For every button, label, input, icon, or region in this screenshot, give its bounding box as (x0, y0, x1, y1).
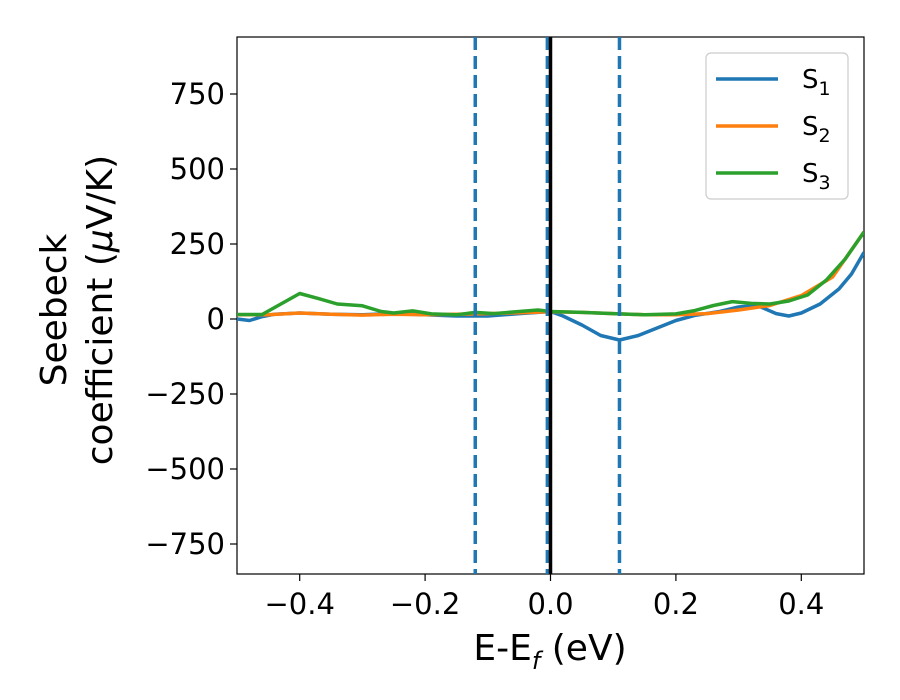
y-axis-label-mu: μ (80, 229, 121, 253)
y-axis-label-line2: coefficient (μV/K) (80, 155, 121, 465)
legend-label-S2: S2 (802, 112, 831, 147)
y-ticks: 750 500 250 0 −250 −500 −750 (145, 77, 237, 561)
x-tick-label: 0.0 (527, 587, 573, 621)
series-line-S3 (237, 231, 864, 317)
x-ticks: −0.4 −0.2 0.0 0.2 0.4 (264, 574, 824, 621)
y-tick-label: −750 (145, 527, 225, 561)
legend-items: S1 S2 S3 (716, 65, 831, 194)
x-axis-label: E-Ef (eV) (473, 628, 626, 675)
y-tick-label: −500 (145, 452, 225, 486)
legend-label-S1: S1 (802, 65, 831, 100)
y-axis-label: Seebeck coefficient (μV/K) (34, 155, 121, 465)
y-tick-label: 0 (207, 302, 225, 336)
y-axis-label-suffix: V/K) (80, 155, 121, 229)
y-tick-label: 500 (170, 152, 225, 186)
y-tick-label: −250 (145, 377, 225, 411)
vertical-lines (473, 37, 622, 574)
x-tick-label: −0.4 (264, 587, 334, 621)
legend-label-S3: S3 (802, 159, 831, 194)
y-axis-label-prefix: coefficient ( (80, 252, 121, 465)
y-tick-label: 750 (170, 77, 225, 111)
y-tick-label: 250 (170, 227, 225, 261)
x-axis-label-main: E-E (473, 628, 531, 669)
x-axis-label-unit: (eV) (540, 628, 626, 669)
x-tick-label: 0.4 (778, 587, 824, 621)
x-tick-label: 0.2 (653, 587, 699, 621)
y-axis-label-line1: Seebeck (34, 233, 75, 386)
x-tick-label: −0.2 (390, 587, 460, 621)
legend: S1 S2 S3 (705, 52, 849, 200)
